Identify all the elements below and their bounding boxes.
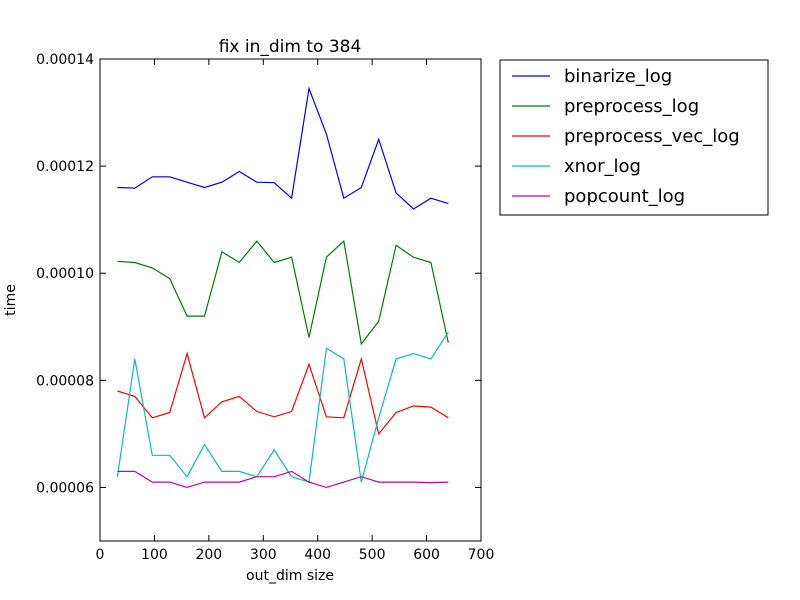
x-tick-label: 200 — [195, 547, 222, 563]
x-tick-label: 0 — [96, 547, 105, 563]
series-line-xnor_log — [116, 331, 449, 483]
chart-title: fix in_dim to 384 — [219, 37, 362, 57]
series-line-preprocess_log — [117, 239, 449, 346]
legend-label-binarize_log: binarize_log — [564, 66, 672, 87]
legend-box — [499, 59, 769, 216]
x-tick-label: 600 — [413, 547, 440, 563]
y-tick-label: 0.00010 — [36, 266, 94, 282]
y-tick-label: 0.00012 — [36, 159, 94, 175]
x-axis-label: out_dim size — [246, 568, 334, 584]
legend-label-xnor_log: xnor_log — [564, 156, 641, 177]
plot-frame — [99, 58, 482, 542]
series-layer — [116, 86, 449, 489]
x-tick-label: 400 — [304, 547, 331, 563]
x-tick-label: 500 — [359, 547, 386, 563]
series-line-binarize_log — [117, 86, 449, 210]
x-tick-label: 700 — [468, 547, 495, 563]
legend-label-preprocess_vec_log: preprocess_vec_log — [564, 126, 740, 147]
legend-label-preprocess_log: preprocess_log — [564, 96, 699, 117]
y-axis-label: time — [3, 284, 19, 316]
y-tick-label: 0.00008 — [36, 373, 94, 389]
axes-layer: 0 100 200 300 400 500 600 700 0.00006 0.00008 0.00… — [36, 52, 494, 563]
legend-label-popcount_log: popcount_log — [564, 186, 685, 207]
y-tick-label: 0.00014 — [36, 52, 94, 68]
series-line-popcount_log — [117, 470, 449, 489]
x-tick-label: 300 — [250, 547, 277, 563]
y-tick-label: 0.00006 — [36, 480, 94, 496]
x-tick-label: 100 — [141, 547, 168, 563]
legend: binarize_log preprocess_log preprocess_vec… — [499, 59, 769, 216]
series-line-preprocess_vec_log — [117, 351, 449, 436]
